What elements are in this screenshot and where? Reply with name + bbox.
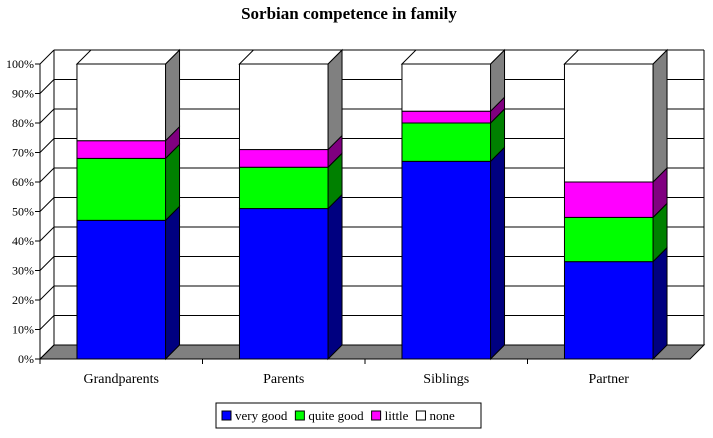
side-grid-line (39, 226, 55, 242)
legend-box (215, 402, 482, 429)
bar-segment-very-good-partner (563, 246, 668, 361)
side-grid-line (39, 256, 55, 271)
y-tick-label: 30% (12, 264, 34, 278)
bar-front-face (563, 261, 654, 360)
x-tick-labels: Grandparents Parents Siblings Partner (84, 372, 630, 387)
bar-front-face (76, 219, 167, 360)
side-grid-line (39, 315, 55, 330)
y-tick-label: 40% (12, 234, 34, 248)
bar-side-face (165, 48, 181, 142)
y-tick-labels: 0% 10% 20% 30% 40% 50% 60% 70% 80% 90% 100% (6, 57, 34, 366)
y-tick-label: 60% (12, 175, 34, 189)
legend: very good quite good little none (215, 402, 482, 429)
side-grid-line (39, 108, 55, 124)
bar-segment-little-partner (563, 166, 668, 219)
bar-front-face (401, 160, 492, 360)
bar-segment-little-grandparents (76, 125, 181, 160)
bar-front-face (401, 63, 492, 112)
bar-front-face (563, 181, 654, 218)
bar-segment-very-good-grandparents (76, 205, 181, 361)
side-grid-line (39, 79, 55, 94)
legend-label: little (385, 408, 409, 423)
bar-top-face (400, 49, 506, 65)
side-grid-line (39, 344, 55, 360)
y-tick-label: 90% (12, 87, 34, 101)
bar-front-face (401, 122, 492, 162)
legend-swatch (294, 410, 305, 421)
bar-side-face (652, 246, 668, 361)
legend-label: quite good (308, 408, 364, 423)
bar-front-face (238, 166, 329, 210)
legend-swatch (371, 410, 382, 421)
x-tick-label: Grandparents (84, 372, 159, 387)
bar-segment-very-good-siblings (401, 146, 506, 361)
x-tick-label: Parents (263, 372, 304, 387)
side-grid-line (39, 138, 55, 153)
bar-front-face (238, 208, 329, 360)
side-grid-line (39, 167, 55, 183)
bar-side-face (165, 205, 181, 361)
bar-segment-none-grandparents (75, 48, 181, 142)
legend-swatch (415, 410, 426, 421)
legend-label: none (429, 408, 455, 423)
bar-side-face (490, 146, 506, 361)
bar-segment-none-parents (238, 48, 344, 151)
bar-side-face (327, 193, 343, 361)
legend-item-very-good: very good (221, 408, 288, 423)
bar-segment-very-good-parents (238, 193, 343, 361)
bars (75, 48, 669, 361)
side-grid-line (39, 285, 55, 301)
chart-title: Sorbian competence in family (241, 4, 457, 23)
bar-front-face (563, 216, 654, 263)
bar-front-face (76, 157, 167, 221)
y-tick-label: 50% (12, 205, 34, 219)
y-tick-label: 20% (12, 293, 34, 307)
y-tick-label: 80% (12, 116, 34, 130)
bar-segment-none-siblings (400, 48, 506, 113)
bar-segment-quite-good-siblings (401, 107, 506, 163)
bar-front-face (238, 63, 329, 151)
y-tick-label: 70% (12, 146, 34, 160)
bar-front-face (563, 63, 654, 183)
x-tick-label: Partner (589, 372, 630, 387)
bar-segment-none-partner (563, 48, 669, 184)
side-grid-line (39, 49, 55, 65)
side-grid-line (39, 197, 55, 212)
bar-front-face (76, 140, 167, 159)
y-tick-label: 10% (12, 323, 34, 337)
bar-front-face (76, 63, 167, 142)
bar-segment-quite-good-parents (238, 152, 343, 210)
y-tick-label: 100% (6, 57, 34, 71)
bar-segment-quite-good-grandparents (76, 143, 181, 222)
legend-label: very good (235, 408, 288, 423)
bar-side-face (652, 48, 668, 184)
legend-swatch (221, 410, 232, 421)
bar-front-face (238, 149, 329, 168)
bar-top-face (238, 49, 344, 65)
bar-side-face (327, 48, 343, 151)
bar-front-face (401, 110, 492, 124)
bar-top-face (75, 49, 181, 65)
legend-item-little: little (371, 408, 409, 423)
legend-item-quite-good: quite good (294, 408, 364, 423)
legend-item-none: none (415, 408, 455, 423)
x-tick-label: Siblings (423, 372, 469, 387)
bar-top-face (563, 49, 669, 65)
y-tick-label: 0% (18, 352, 34, 366)
